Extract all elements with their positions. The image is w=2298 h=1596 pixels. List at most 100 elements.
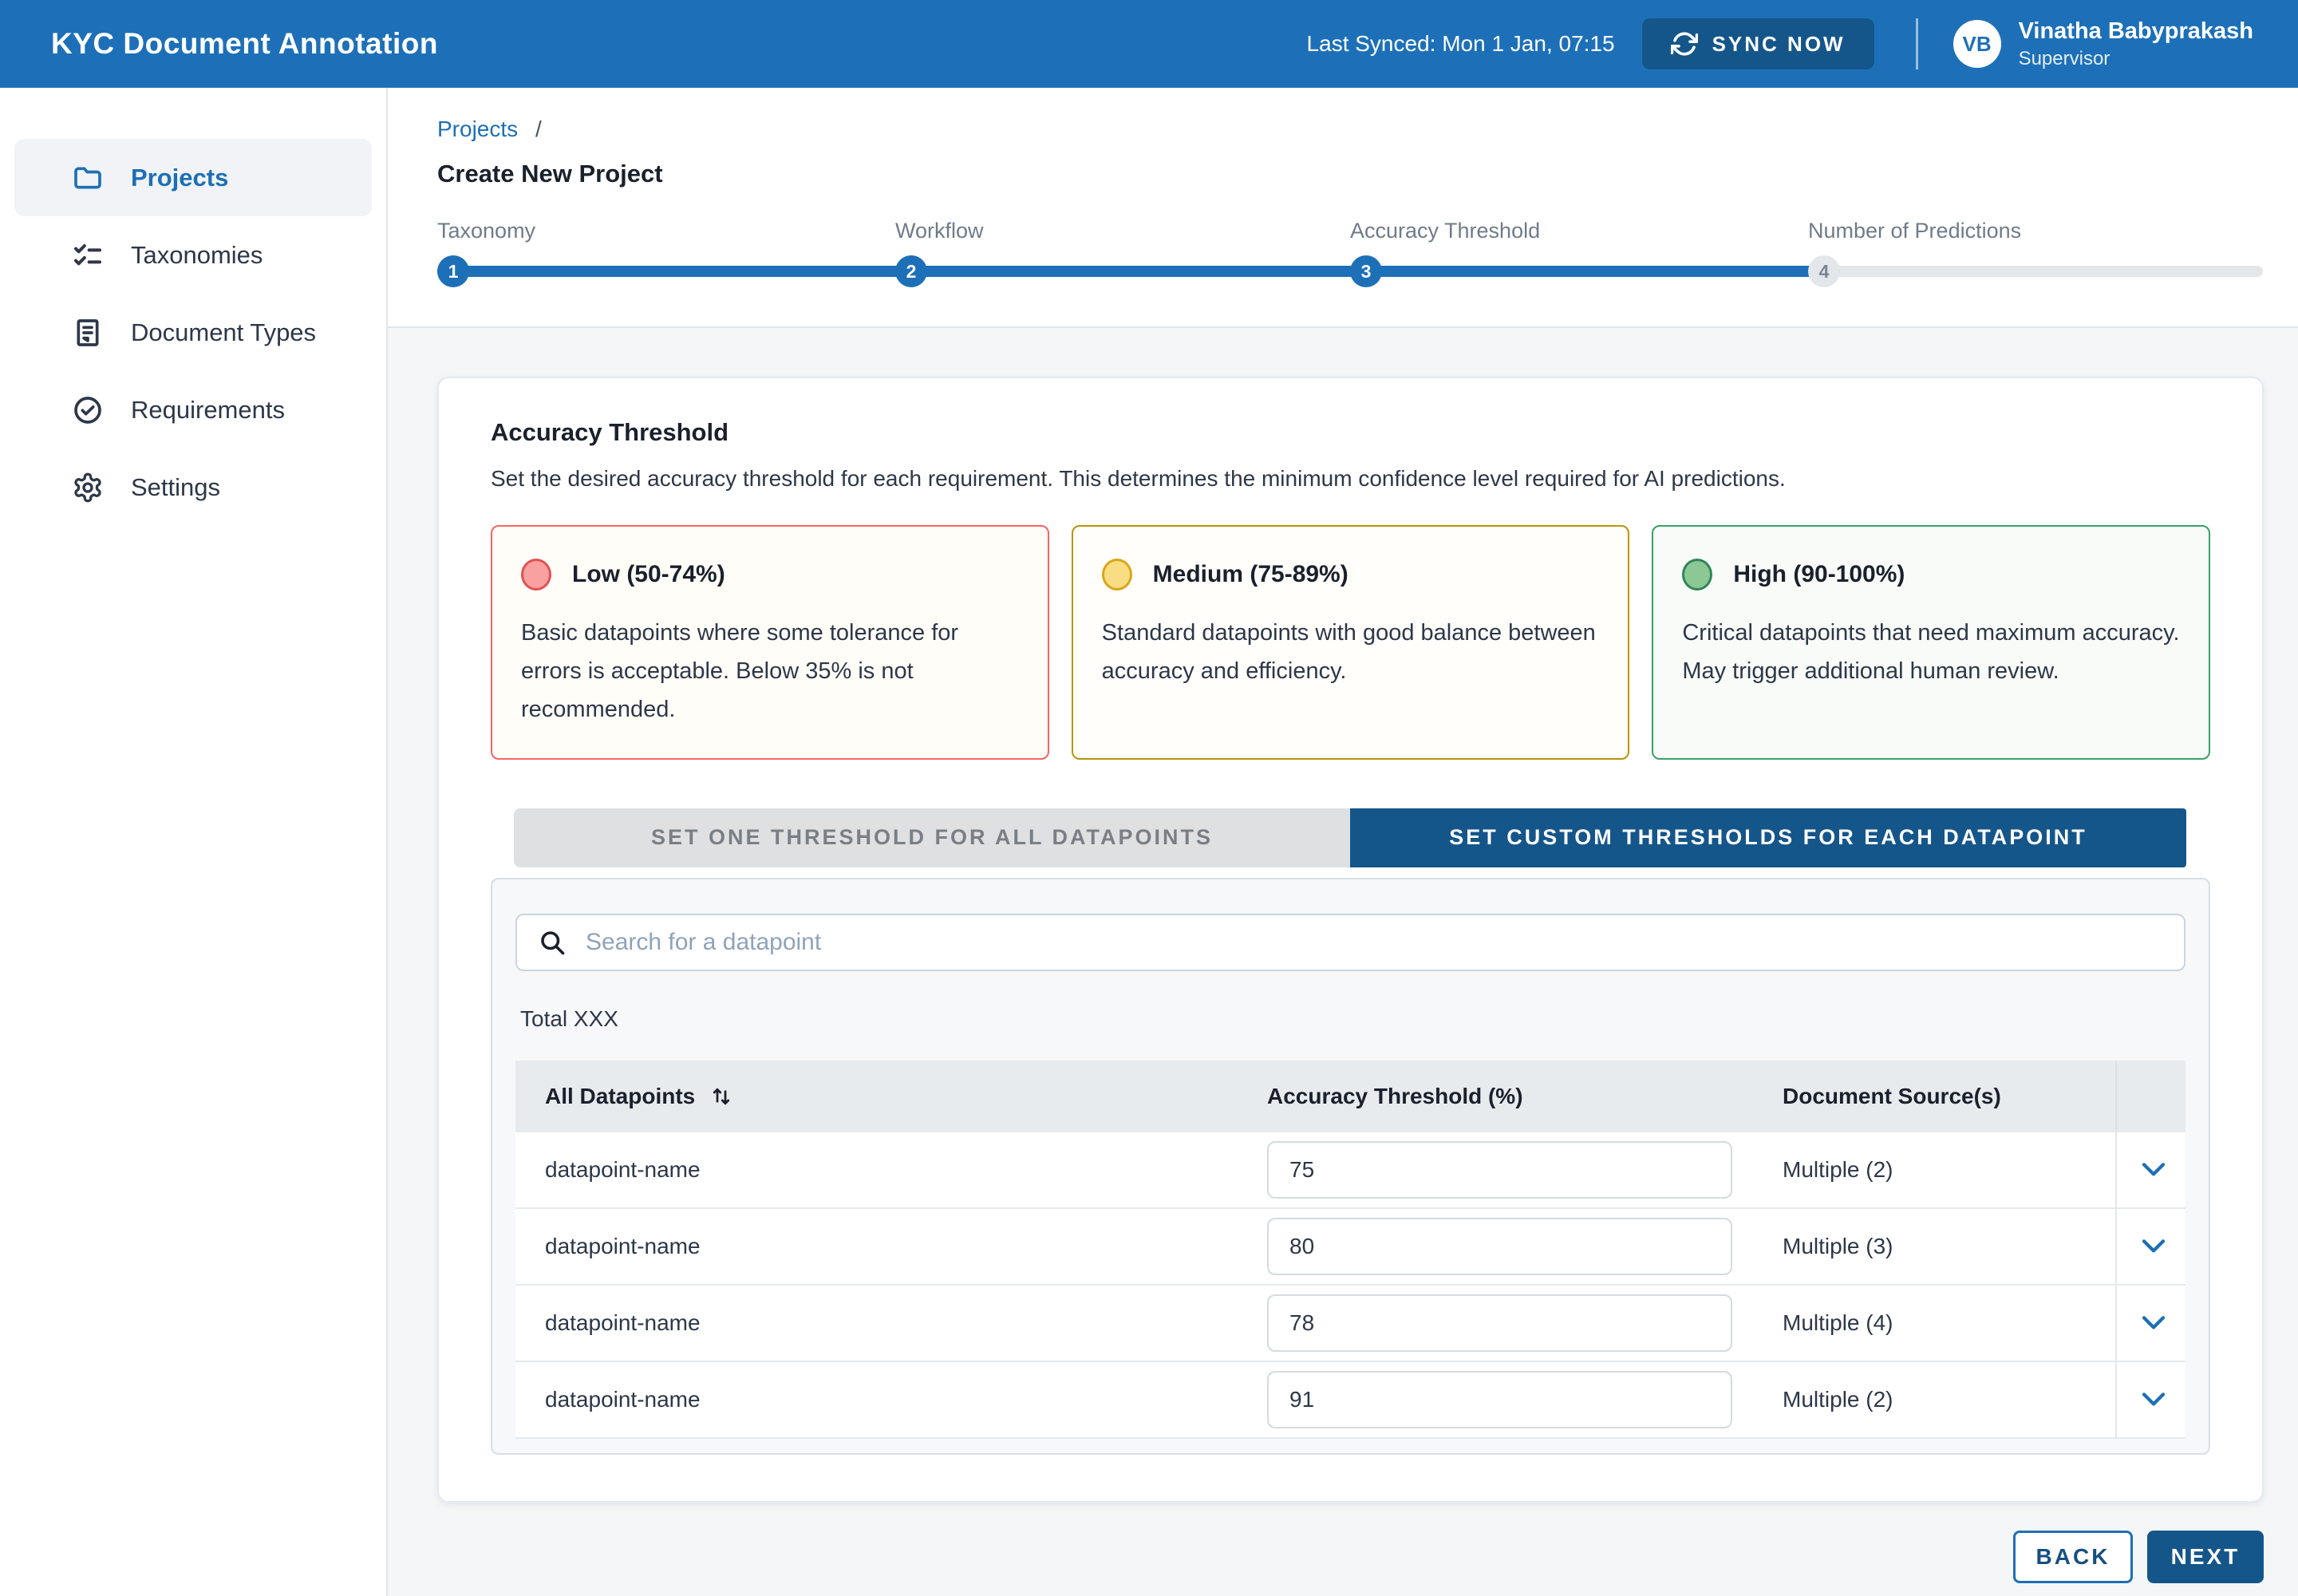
sync-now-label: SYNC NOW bbox=[1712, 31, 1846, 56]
card-description: Set the desired accuracy threshold for e… bbox=[491, 466, 1786, 491]
footer-actions: BACK NEXT bbox=[437, 1530, 2264, 1583]
breadcrumb-projects-link[interactable]: Projects bbox=[437, 117, 519, 141]
level-name-medium: Medium (75-89%) bbox=[1152, 561, 1348, 587]
datapoint-name: datapoint-name bbox=[545, 1386, 701, 1412]
breadcrumb-separator: / bbox=[535, 117, 542, 141]
sidebar-item-label: Document Types bbox=[131, 318, 317, 346]
step-label-taxonomy: Taxonomy bbox=[437, 219, 536, 243]
chevron-down-icon bbox=[2141, 1314, 2166, 1332]
document-sources-value: Multiple (2) bbox=[1783, 1156, 1893, 1182]
content-header: Projects / Create New Project Taxonomy W… bbox=[388, 88, 2298, 328]
level-name-low: Low (50-74%) bbox=[572, 561, 725, 587]
step-circle-4: 4 bbox=[1808, 255, 1840, 287]
set-custom-thresholds-button[interactable]: SET CUSTOM THRESHOLDS FOR EACH DATAPOINT bbox=[1350, 808, 2186, 867]
stepper: Taxonomy Workflow Accuracy Threshold Num… bbox=[437, 219, 2263, 314]
sidebar-item-projects[interactable]: Projects bbox=[14, 139, 372, 216]
sidebar-item-label: Settings bbox=[131, 472, 221, 501]
card-heading: Accuracy Threshold bbox=[491, 418, 729, 446]
breadcrumb: Projects / bbox=[437, 117, 542, 142]
step-label-accuracy: Accuracy Threshold bbox=[1350, 219, 1541, 243]
threshold-input[interactable] bbox=[1267, 1140, 1732, 1199]
sidebar-item-label: Requirements bbox=[131, 395, 285, 424]
row-expand-button[interactable] bbox=[2115, 1285, 2190, 1361]
level-box-medium: Medium (75-89%) Standard datapoints with… bbox=[1071, 525, 1630, 760]
document-sources-value: Multiple (2) bbox=[1783, 1386, 1893, 1412]
sort-icon[interactable] bbox=[709, 1084, 733, 1108]
document-sources-value: Multiple (3) bbox=[1783, 1233, 1893, 1258]
user-role: Supervisor bbox=[2018, 47, 2110, 69]
table-header-row: All Datapoints Accuracy Threshold (%) bbox=[515, 1060, 2185, 1132]
sync-now-button[interactable]: SYNC NOW bbox=[1641, 18, 1874, 69]
row-expand-button[interactable] bbox=[2115, 1361, 2190, 1437]
row-expand-button[interactable] bbox=[2115, 1208, 2190, 1284]
column-accuracy-threshold: Accuracy Threshold (%) bbox=[1267, 1083, 1523, 1108]
app-header: KYC Document Annotation Last Synced: Mon… bbox=[0, 0, 2298, 88]
level-box-high: High (90-100%) Critical datapoints that … bbox=[1652, 525, 2211, 760]
sidebar-item-requirements[interactable]: Requirements bbox=[14, 371, 372, 448]
search-input[interactable] bbox=[586, 928, 2163, 956]
gear-icon bbox=[72, 472, 104, 504]
datapoint-name: datapoint-name bbox=[545, 1233, 701, 1258]
level-text-low: Basic datapoints where some tolerance fo… bbox=[521, 620, 959, 722]
folder-icon bbox=[72, 162, 104, 194]
level-box-low: Low (50-74%) Basic datapoints where some… bbox=[491, 525, 1049, 760]
step-circle-1: 1 bbox=[437, 255, 469, 287]
set-one-threshold-button[interactable]: SET ONE THRESHOLD FOR ALL DATAPOINTS bbox=[514, 808, 1350, 867]
page-title: Create New Project bbox=[437, 160, 663, 188]
threshold-mode-toggle: SET ONE THRESHOLD FOR ALL DATAPOINTS SET… bbox=[514, 808, 2186, 867]
table-row: datapoint-name Multiple (2) bbox=[515, 1132, 2185, 1209]
threshold-input[interactable] bbox=[1267, 1217, 1732, 1275]
search-icon bbox=[538, 928, 567, 957]
column-all-datapoints: All Datapoints bbox=[545, 1083, 696, 1108]
high-dot-icon bbox=[1682, 559, 1713, 591]
datapoint-name: datapoint-name bbox=[545, 1310, 701, 1335]
level-text-medium: Standard datapoints with good balance be… bbox=[1101, 620, 1596, 684]
table-row: datapoint-name Multiple (2) bbox=[515, 1361, 2185, 1439]
avatar[interactable]: VB bbox=[1953, 20, 2001, 68]
table-row: datapoint-name Multiple (4) bbox=[515, 1285, 2185, 1362]
level-text-high: Critical datapoints that need maximum ac… bbox=[1682, 620, 2180, 684]
step-label-predictions: Number of Predictions bbox=[1808, 219, 2022, 243]
column-expand-spacer bbox=[2115, 1060, 2190, 1132]
step-label-workflow: Workflow bbox=[895, 219, 984, 243]
sync-icon bbox=[1670, 30, 1698, 57]
document-sources-value: Multiple (4) bbox=[1783, 1310, 1893, 1335]
check-circle-icon bbox=[72, 394, 104, 426]
app-title: KYC Document Annotation bbox=[51, 27, 438, 60]
sidebar-item-settings[interactable]: Settings bbox=[14, 448, 372, 526]
back-button[interactable]: BACK bbox=[2013, 1530, 2133, 1583]
step-circle-2: 2 bbox=[895, 255, 927, 287]
column-document-sources: Document Source(s) bbox=[1783, 1083, 2001, 1108]
level-name-high: High (90-100%) bbox=[1733, 561, 1905, 587]
datapoints-table: All Datapoints Accuracy Threshold (%) bbox=[515, 1060, 2185, 1439]
stepper-progress bbox=[437, 266, 1840, 277]
user-block: Vinatha Babyprakash Supervisor bbox=[2019, 17, 2253, 70]
chevron-down-icon bbox=[2141, 1238, 2166, 1255]
search-box bbox=[515, 913, 2185, 971]
step-circle-3: 3 bbox=[1350, 255, 1382, 287]
next-button[interactable]: NEXT bbox=[2147, 1530, 2264, 1583]
page-body: Accuracy Threshold Set the desired accur… bbox=[388, 328, 2298, 1596]
sidebar-item-label: Taxonomies bbox=[131, 240, 263, 269]
threshold-level-boxes: Low (50-74%) Basic datapoints where some… bbox=[491, 525, 2211, 760]
user-name: Vinatha Babyprakash bbox=[2018, 18, 2253, 45]
sidebar-item-taxonomies[interactable]: Taxonomies bbox=[14, 216, 372, 294]
datapoint-name: datapoint-name bbox=[545, 1156, 701, 1182]
checklist-icon bbox=[72, 239, 104, 271]
header-divider bbox=[1915, 18, 1918, 69]
threshold-input[interactable] bbox=[1267, 1294, 1732, 1352]
header-right: Last Synced: Mon 1 Jan, 07:15 SYNC NOW V… bbox=[1307, 17, 2253, 70]
datapoints-panel: Total XXX All Datapoints bbox=[491, 877, 2210, 1455]
sidebar-item-label: Projects bbox=[131, 163, 229, 192]
total-count-label: Total XXX bbox=[520, 1005, 618, 1031]
chevron-down-icon bbox=[2141, 1161, 2166, 1179]
last-synced-label: Last Synced: Mon 1 Jan, 07:15 bbox=[1306, 31, 1615, 56]
chevron-down-icon bbox=[2141, 1391, 2166, 1408]
table-row: datapoint-name Multiple (3) bbox=[515, 1208, 2185, 1286]
sidebar-item-document-types[interactable]: Document Types bbox=[14, 294, 372, 371]
low-dot-icon bbox=[521, 559, 551, 591]
row-expand-button[interactable] bbox=[2115, 1132, 2190, 1207]
threshold-input[interactable] bbox=[1267, 1370, 1732, 1428]
medium-dot-icon bbox=[1101, 559, 1132, 591]
